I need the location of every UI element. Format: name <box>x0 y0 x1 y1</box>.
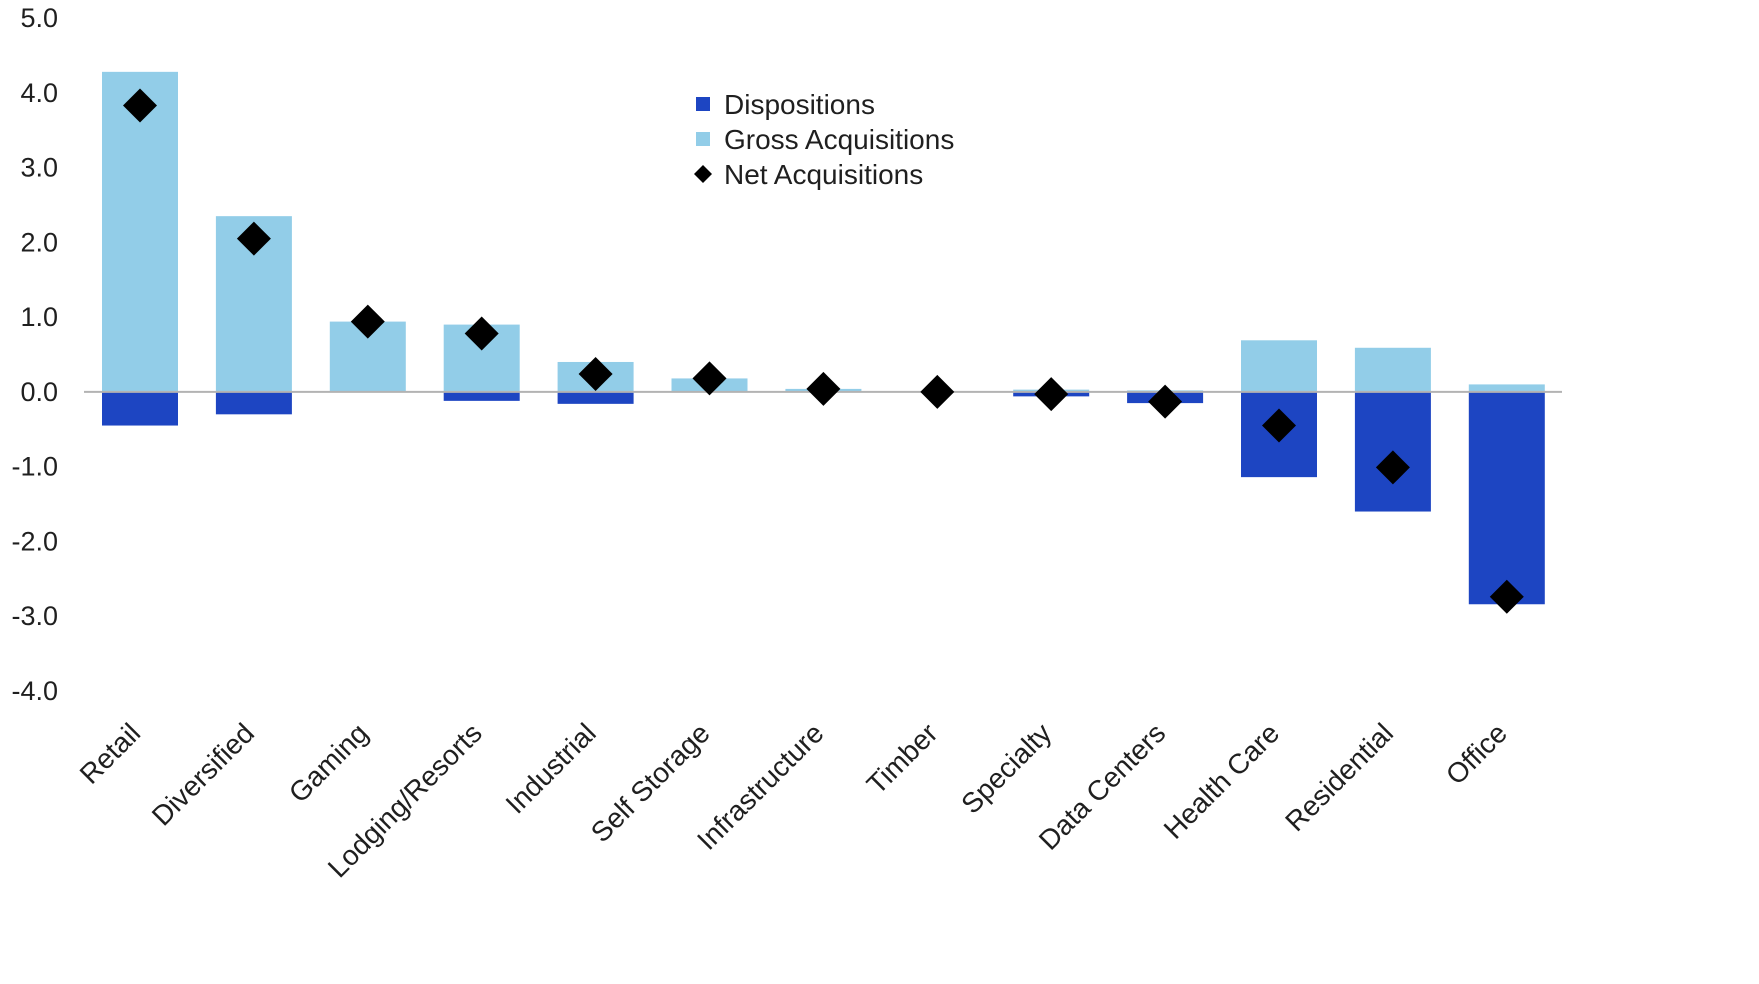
marker-net-acquisitions-gaming <box>350 304 385 339</box>
marker-net-acquisitions-data-centers <box>1148 384 1183 419</box>
x-tick-label-residential: Residential <box>1279 717 1399 837</box>
marker-net-acquisitions-infrastructure <box>806 371 841 406</box>
marker-net-acquisitions-diversified <box>236 221 271 256</box>
x-tick-label-gaming: Gaming <box>283 717 374 808</box>
y-tick-label: -2.0 <box>11 526 58 556</box>
bar-gross-acquisitions-office <box>1468 384 1545 392</box>
bar-dispositions-lodging-resorts <box>443 391 520 401</box>
marker-net-acquisitions-self-storage <box>692 361 727 396</box>
marker-net-acquisitions-health-care <box>1262 408 1296 443</box>
net-acquisitions-markers <box>123 88 1524 614</box>
bar-gross-acquisitions-residential <box>1354 347 1431 392</box>
bar-dispositions-industrial <box>557 391 634 404</box>
y-tick-label: 4.0 <box>20 78 58 108</box>
marker-net-acquisitions-residential <box>1375 450 1410 485</box>
x-tick-label-timber: Timber <box>861 717 944 800</box>
legend-swatch-net-acquisitions <box>694 165 712 183</box>
marker-net-acquisitions-specialty <box>1034 377 1069 412</box>
y-tick-label: 2.0 <box>20 227 58 257</box>
y-tick-label: 1.0 <box>20 302 58 332</box>
legend-label-net-acquisitions: Net Acquisitions <box>724 159 923 190</box>
y-tick-label: 3.0 <box>20 153 58 183</box>
legend-label-gross-acquisitions: Gross Acquisitions <box>724 124 954 155</box>
y-tick-label: 0.0 <box>20 377 58 407</box>
x-tick-label-retail: Retail <box>74 717 147 790</box>
legend-swatch-gross-acquisitions <box>696 132 710 146</box>
x-tick-label-specialty: Specialty <box>955 717 1057 819</box>
dispositions-bars <box>102 391 1545 605</box>
bar-gross-acquisitions-health-care <box>1241 340 1317 392</box>
x-tick-label-industrial: Industrial <box>500 717 602 819</box>
legend-label-dispositions: Dispositions <box>724 89 875 120</box>
marker-net-acquisitions-office <box>1489 579 1524 614</box>
y-tick-label: 5.0 <box>20 3 58 33</box>
y-tick-label: -4.0 <box>11 676 58 706</box>
bar-dispositions-office <box>1468 391 1545 605</box>
y-axis: 5.0 4.0 3.0 2.0 1.0 0.0 -1.0 -2.0 -3.0 -4.0 <box>11 3 58 706</box>
x-tick-label-office: Office <box>1440 717 1513 790</box>
legend-swatch-dispositions <box>696 97 710 111</box>
y-tick-label: -3.0 <box>11 601 58 631</box>
marker-net-acquisitions-industrial <box>578 356 613 391</box>
x-tick-label-diversified: Diversified <box>146 717 260 831</box>
bar-gross-acquisitions-retail <box>102 71 178 392</box>
marker-net-acquisitions-lodging-resorts <box>464 316 499 351</box>
marker-net-acquisitions-timber <box>920 374 955 409</box>
bar-dispositions-retail <box>102 391 178 426</box>
y-tick-label: -1.0 <box>11 452 58 482</box>
x-tick-label-health-care: Health Care <box>1158 717 1286 845</box>
marker-net-acquisitions-retail <box>123 88 157 123</box>
bar-dispositions-diversified <box>215 391 292 415</box>
legend: Dispositions Gross Acquisitions Net Acqu… <box>694 89 954 190</box>
